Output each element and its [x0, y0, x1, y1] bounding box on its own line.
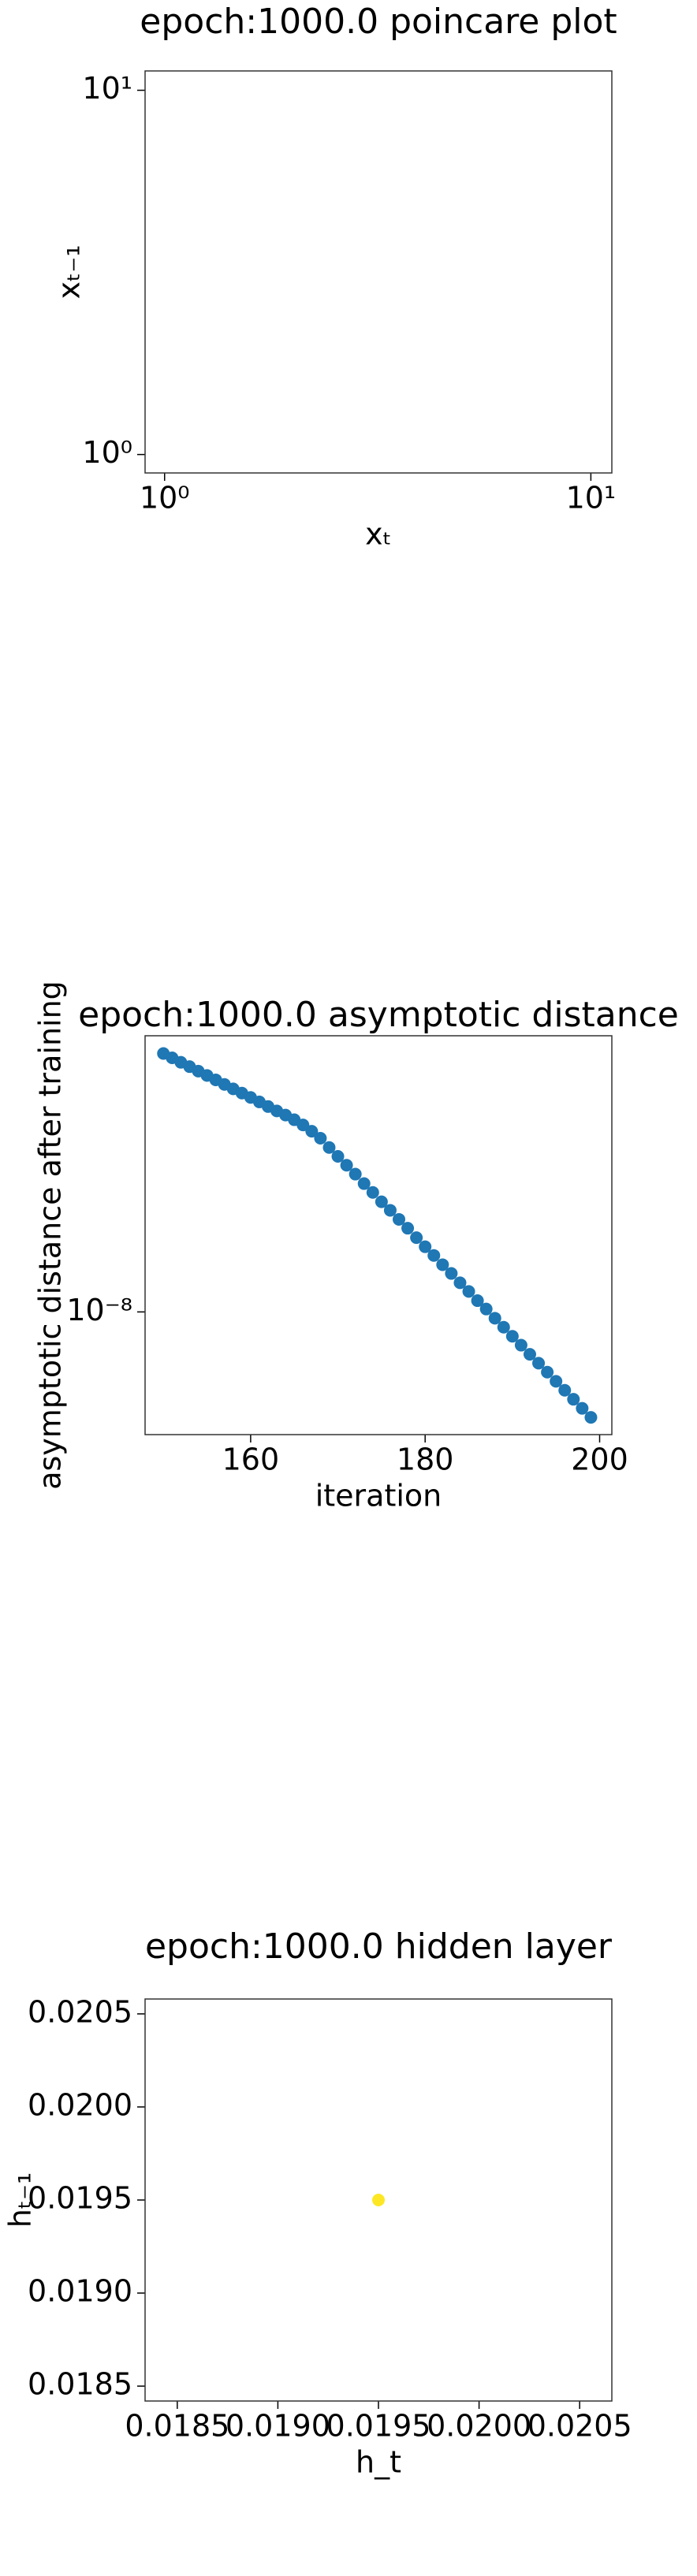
- point: [401, 1222, 415, 1235]
- x-tick-label: 0.0185: [125, 2409, 229, 2444]
- y-axis-label: xₜ₋₁: [52, 245, 87, 300]
- point: [296, 1119, 310, 1132]
- point: [584, 1411, 598, 1424]
- point: [348, 1167, 362, 1181]
- chart-title: epoch:1000.0 hidden layer: [145, 1926, 613, 1967]
- x-axis-label: iteration: [315, 1479, 442, 1513]
- point: [576, 1402, 589, 1415]
- x-tick-label: 10⁰: [140, 481, 190, 516]
- y-tick-label: 0.0190: [28, 2274, 132, 2309]
- point: [366, 1186, 379, 1199]
- point: [427, 1249, 441, 1262]
- point: [305, 1125, 319, 1138]
- x-tick-label: 0.0195: [326, 2409, 431, 2444]
- point: [532, 1357, 546, 1370]
- point: [541, 1365, 554, 1379]
- x-tick-label: 0.0205: [527, 2409, 632, 2444]
- point: [314, 1132, 327, 1145]
- plot-frame: [144, 1998, 613, 2402]
- point: [479, 1302, 493, 1316]
- point: [372, 2194, 385, 2206]
- x-tick-label: 0.0190: [226, 2409, 330, 2444]
- point: [558, 1383, 572, 1397]
- chart-title: epoch:1000.0 poincare plot: [140, 2, 617, 42]
- x-tick-label: 0.0200: [427, 2409, 531, 2444]
- point: [445, 1267, 458, 1280]
- point: [462, 1285, 475, 1298]
- point: [322, 1141, 336, 1154]
- y-tick-label: 0.0205: [28, 1994, 132, 2029]
- point: [567, 1393, 580, 1406]
- y-tick-label: 0.0195: [28, 2181, 132, 2216]
- point: [505, 1330, 519, 1343]
- point: [340, 1159, 353, 1172]
- chart-title: epoch:1000.0 asymptotic distance: [78, 995, 679, 1035]
- y-axis-label: hₜ₋₁: [3, 2172, 38, 2228]
- y-tick-label: 10⁻⁸: [66, 1293, 132, 1327]
- x-axis-label: xₜ: [365, 517, 392, 552]
- y-tick-label: 0.0185: [28, 2367, 132, 2402]
- point: [419, 1240, 432, 1253]
- point: [488, 1312, 501, 1325]
- point: [410, 1231, 423, 1245]
- point: [471, 1294, 484, 1308]
- plot-frame: [144, 70, 613, 474]
- point: [550, 1375, 563, 1388]
- x-axis-label: h_t: [356, 2445, 401, 2480]
- point: [375, 1195, 388, 1208]
- point: [523, 1348, 536, 1361]
- point: [383, 1204, 397, 1217]
- y-tick-label: 10⁰: [82, 435, 132, 470]
- point: [514, 1338, 527, 1352]
- point: [436, 1258, 449, 1271]
- plot-frame: [144, 1035, 613, 1435]
- point: [331, 1150, 345, 1163]
- x-tick-label: 160: [222, 1442, 280, 1477]
- y-tick-label: 10¹: [82, 71, 132, 106]
- x-tick-label: 180: [397, 1442, 454, 1477]
- point: [393, 1212, 406, 1226]
- point: [497, 1320, 510, 1334]
- point: [357, 1177, 371, 1190]
- y-tick-label: 0.0200: [28, 2087, 132, 2122]
- point: [453, 1276, 467, 1290]
- x-tick-label: 200: [571, 1442, 628, 1477]
- y-axis-label: asymptotic distance after training: [33, 981, 68, 1490]
- x-tick-label: 10¹: [566, 481, 617, 516]
